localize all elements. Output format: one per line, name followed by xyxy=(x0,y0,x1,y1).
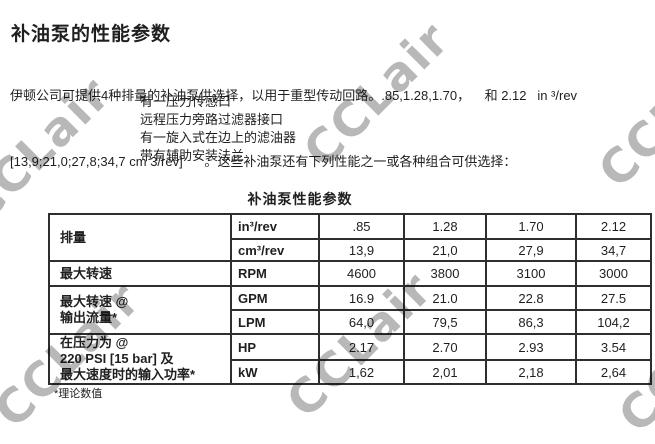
table-row: cm³/rev 13,9 21,0 27,9 34,7 xyxy=(49,238,652,262)
row-label-max-speed: 最大转速 xyxy=(48,260,232,287)
row-label-line: 在压力为 @ xyxy=(60,335,129,350)
value-cell: 64,0 xyxy=(318,309,405,335)
table-row: 最大转速 RPM 4600 3800 3100 3000 xyxy=(48,260,652,287)
table-row: LPM 64,0 79,5 86,3 104,2 xyxy=(49,309,652,335)
unit-cell: LPM xyxy=(230,309,320,335)
value-cell: 1,62 xyxy=(318,359,405,385)
table-title: 补油泵性能参数 xyxy=(247,191,353,207)
value-cell: 4600 xyxy=(318,260,405,287)
list-item: 有一压力传感口 xyxy=(140,94,232,109)
value-cell: 1.70 xyxy=(485,213,577,240)
row-label-line: 输出流量* xyxy=(60,310,118,325)
value-cell: 2,01 xyxy=(403,359,487,385)
value-cell: 22.8 xyxy=(485,285,577,311)
feature-list: 有一压力传感口 远程压力旁路过滤器接口 有一旋入式在边上的滤油器 带有辅助安装法… xyxy=(140,93,296,165)
unit-cell: HP xyxy=(230,333,320,361)
value-cell: 104,2 xyxy=(575,309,652,335)
list-item: 远程压力旁路过滤器接口 xyxy=(140,112,284,127)
list-item: 有一旋入式在边上的滤油器 xyxy=(140,130,297,145)
value-cell: .85 xyxy=(318,213,405,240)
performance-table: 排量 in³/rev .85 1.28 1.70 2.12 cm³/rev 13… xyxy=(48,213,652,385)
row-label-output-flow: 最大转速 @ 输出流量* xyxy=(48,285,232,335)
value-cell: 79,5 xyxy=(403,309,487,335)
table-row: 最大转速 @ 输出流量* GPM 16.9 21.0 22.8 27.5 xyxy=(48,285,652,335)
value-cell: 21.0 xyxy=(403,285,487,311)
value-cell: 21,0 xyxy=(403,238,487,262)
table-footnote: *理论数值 xyxy=(54,388,103,400)
row-label-displacement: 排量 xyxy=(48,213,232,262)
page-title: 补油泵的性能参数 xyxy=(11,23,172,45)
row-label-line: 排量 xyxy=(60,229,87,245)
intro-paragraph-line1: 伊顿公司可提供4种排量的补油泵供选择，以用于重型传动回路。.85,1.28,1.… xyxy=(10,88,578,103)
table-row: kW 1,62 2,01 2,18 2,64 xyxy=(49,359,652,385)
table-row: 排量 in³/rev .85 1.28 1.70 2.12 xyxy=(48,213,652,262)
unit-cell: RPM xyxy=(230,260,320,287)
value-cell: 2.93 xyxy=(485,333,577,361)
list-item: 带有辅助安装法兰 xyxy=(140,148,245,163)
row-label-input-power: 在压力为 @ 220 PSI [15 bar] 及 最大速度时的输入功率* xyxy=(48,333,232,385)
value-cell: 2,18 xyxy=(485,359,577,385)
unit-cell: in³/rev xyxy=(230,213,320,240)
intro-paragraph-line2: [13,9;21,0;27,8;34,7 cm 3/rev] 。这些补油泵还有下… xyxy=(10,154,517,169)
unit-cell: cm³/rev xyxy=(230,238,320,262)
value-cell: 16.9 xyxy=(318,285,405,311)
value-cell: 2.70 xyxy=(403,333,487,361)
row-label-line: 最大转速 xyxy=(60,265,113,281)
table-row: 在压力为 @ 220 PSI [15 bar] 及 最大速度时的输入功率* HP… xyxy=(48,333,652,385)
value-cell: 3800 xyxy=(403,260,487,287)
row-label-line: 220 PSI [15 bar] 及 xyxy=(60,351,174,366)
value-cell: 2,64 xyxy=(575,359,652,385)
value-cell: 86,3 xyxy=(485,309,577,335)
value-cell: 13,9 xyxy=(318,238,405,262)
value-cell: 2.12 xyxy=(575,213,652,240)
value-cell: 3000 xyxy=(575,260,652,287)
value-cell: 27.5 xyxy=(575,285,652,311)
value-cell: 3.54 xyxy=(575,333,652,361)
value-cell: 34,7 xyxy=(575,238,652,262)
value-cell: 1.28 xyxy=(403,213,487,240)
unit-cell: GPM xyxy=(230,285,320,311)
row-label-line: 最大速度时的输入功率* xyxy=(60,367,196,382)
value-cell: 3100 xyxy=(485,260,577,287)
value-cell: 2.17 xyxy=(318,333,405,361)
intro-paragraph: 伊顿公司可提供4种排量的补油泵供选择，以用于重型传动回路。.85,1.28,1.… xyxy=(10,41,650,217)
unit-cell: kW xyxy=(230,359,320,385)
row-label-line: 最大转速 @ xyxy=(60,294,129,309)
value-cell: 27,9 xyxy=(485,238,577,262)
